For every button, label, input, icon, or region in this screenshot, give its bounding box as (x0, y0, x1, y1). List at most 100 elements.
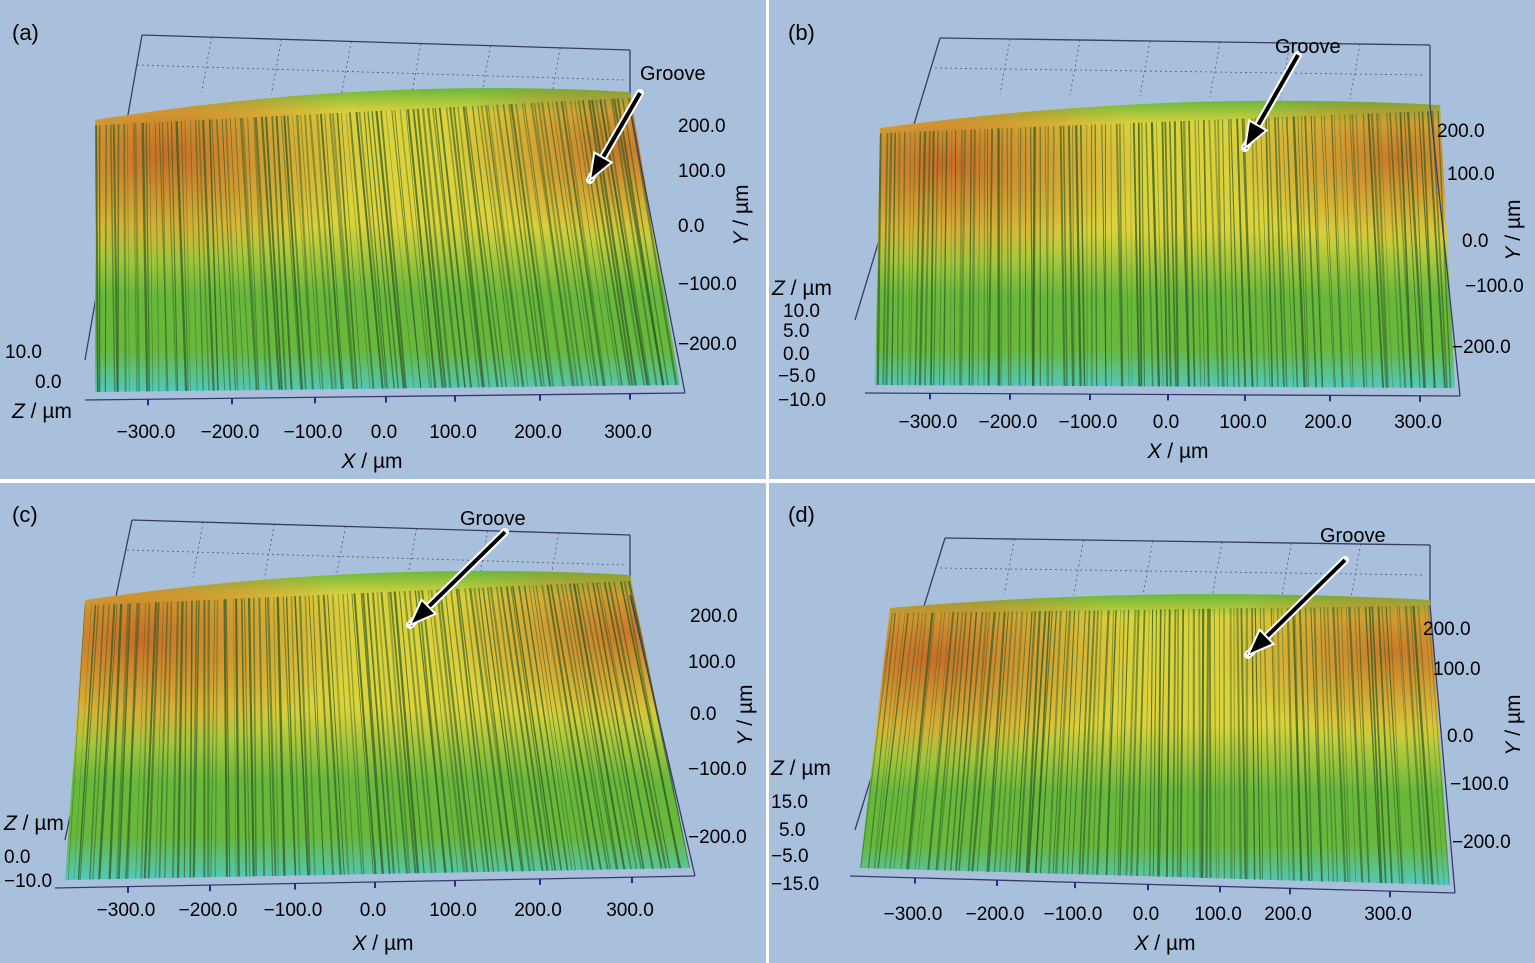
y-tick-label: 100.0 (688, 652, 736, 673)
x-tick-label: 300.0 (606, 900, 654, 921)
y-axis-title: Y / µm (1502, 694, 1525, 755)
panel-d-canvas: −300.0 −200.0 −100.0 0.0 100.0 200.0 300.0 X / … (770, 502, 1525, 955)
x-tick-label: 300.0 (1364, 904, 1412, 925)
y-tick-label: −100.0 (1450, 774, 1509, 795)
z-tick-label: 5.0 (783, 321, 809, 342)
axis-frame-front (54, 594, 696, 889)
z-tick-label: 5.0 (779, 820, 805, 841)
groove-arrow (1244, 556, 1349, 659)
z-tick-label: 10.0 (783, 301, 820, 322)
panel-d: −300.0 −200.0 −100.0 0.0 100.0 200.0 300.0 X / … (769, 483, 1535, 963)
y-tick-label: 200.0 (678, 116, 726, 137)
surface-topography (875, 100, 1455, 389)
axis-frame-front (849, 604, 1456, 894)
panel-label: (b) (788, 20, 815, 45)
axis-frame-front (864, 104, 1461, 397)
y-tick-label: −200.0 (688, 827, 747, 848)
panel-label: (a) (12, 20, 39, 45)
y-axis-title: Y / µm (730, 184, 753, 245)
x-tick-label: 0.0 (371, 422, 397, 443)
grid-lines (934, 38, 1426, 100)
y-tick-label: −100.0 (1465, 276, 1524, 297)
y-tick-label: 200.0 (1423, 619, 1471, 640)
groove-arrow (1241, 51, 1302, 152)
x-tick-label: 300.0 (1394, 412, 1442, 433)
x-tick-label: −300.0 (899, 412, 958, 433)
y-tick-label: 0.0 (1462, 231, 1488, 252)
z-tick-label: −15.0 (771, 874, 819, 895)
y-tick-label: 100.0 (1433, 659, 1481, 680)
z-tick-label: 0.0 (4, 847, 30, 868)
x-axis-title: X / µm (1146, 440, 1208, 463)
groove-label: Groove (640, 63, 706, 85)
x-tick-label: 200.0 (514, 422, 562, 443)
y-tick-label: 100.0 (678, 161, 726, 182)
panel-c: −300.0 −200.0 −100.0 0.0 100.0 200.0 300.0 X / … (0, 483, 766, 963)
y-tick-label: 0.0 (1447, 726, 1473, 747)
z-axis-title: Z / µm (11, 400, 72, 423)
x-tick-label: −100.0 (1059, 412, 1118, 433)
x-tick-label: 300.0 (604, 422, 652, 443)
x-tick-label: 100.0 (1194, 904, 1242, 925)
z-tick-label: −10.0 (4, 871, 52, 892)
surface-topography (95, 88, 680, 392)
y-tick-label: 200.0 (690, 606, 738, 627)
y-tick-label: 0.0 (690, 704, 716, 725)
panel-a: −300.0 −200.0 −100.0 0.0 100.0 200.0 300.0 X / … (0, 0, 766, 479)
z-tick-label: 0.0 (783, 344, 809, 365)
z-tick-label: 10.0 (5, 342, 42, 363)
panel-b: −300.0 −200.0 −100.0 0.0 100.0 200.0 300.0 X / … (769, 0, 1535, 479)
x-axis-title: X / µm (1133, 932, 1195, 955)
panel-label: (c) (12, 502, 38, 527)
groove-label: Groove (1275, 36, 1341, 58)
x-tick-label: 0.0 (1133, 904, 1159, 925)
z-tick-label: −5.0 (778, 366, 816, 387)
surface-topography (860, 594, 1450, 885)
y-tick-label: −100.0 (678, 274, 737, 295)
y-tick-label: −100.0 (688, 759, 747, 780)
z-axis-title: Z / µm (771, 277, 832, 300)
axis-frame-front (84, 109, 686, 401)
panel-label: (d) (788, 502, 815, 527)
x-tick-label: −100.0 (264, 900, 323, 921)
groove-label: Groove (460, 508, 526, 530)
y-tick-label: 200.0 (1437, 121, 1485, 142)
grid-lines (939, 538, 1426, 600)
x-tick-label: −200.0 (179, 900, 238, 921)
x-tick-label: −100.0 (284, 422, 343, 443)
x-tick-label: 0.0 (360, 900, 386, 921)
x-tick-label: 100.0 (429, 900, 477, 921)
x-tick-label: −200.0 (966, 904, 1025, 925)
x-tick-label: 200.0 (1304, 412, 1352, 433)
x-axis-title: X / µm (351, 932, 413, 955)
y-axis-title: Y / µm (734, 684, 757, 745)
x-tick-label: −100.0 (1044, 904, 1103, 925)
x-tick-label: −300.0 (884, 904, 943, 925)
groove-arrow (586, 89, 644, 184)
x-tick-label: 100.0 (429, 422, 477, 443)
y-tick-label: −200.0 (678, 334, 737, 355)
x-tick-label: 0.0 (1153, 412, 1179, 433)
panel-a-canvas: −300.0 −200.0 −100.0 0.0 100.0 200.0 300.0 X / … (5, 20, 753, 473)
z-axis-title: Z / µm (770, 757, 831, 780)
z-tick-label: 0.0 (35, 372, 61, 393)
x-tick-label: 200.0 (1264, 904, 1312, 925)
panel-b-canvas: −300.0 −200.0 −100.0 0.0 100.0 200.0 300.0 X / … (771, 20, 1525, 463)
z-tick-label: −10.0 (778, 390, 826, 411)
x-axis-title: X / µm (340, 450, 402, 473)
x-tick-label: −300.0 (117, 422, 176, 443)
x-tick-label: 100.0 (1219, 412, 1267, 433)
y-tick-label: 0.0 (678, 216, 704, 237)
x-tick-label: −200.0 (979, 412, 1038, 433)
z-tick-label: −5.0 (771, 846, 809, 867)
panel-c-canvas: −300.0 −200.0 −100.0 0.0 100.0 200.0 300.0 X / … (3, 502, 757, 955)
surface-topography (65, 570, 690, 880)
groove-arrow (406, 528, 509, 629)
x-tick-label: −300.0 (97, 900, 156, 921)
y-tick-label: −200.0 (1452, 337, 1511, 358)
x-tick-label: −200.0 (201, 422, 260, 443)
y-tick-label: 100.0 (1447, 164, 1495, 185)
y-axis-title: Y / µm (1502, 199, 1525, 260)
groove-label: Groove (1320, 525, 1386, 547)
